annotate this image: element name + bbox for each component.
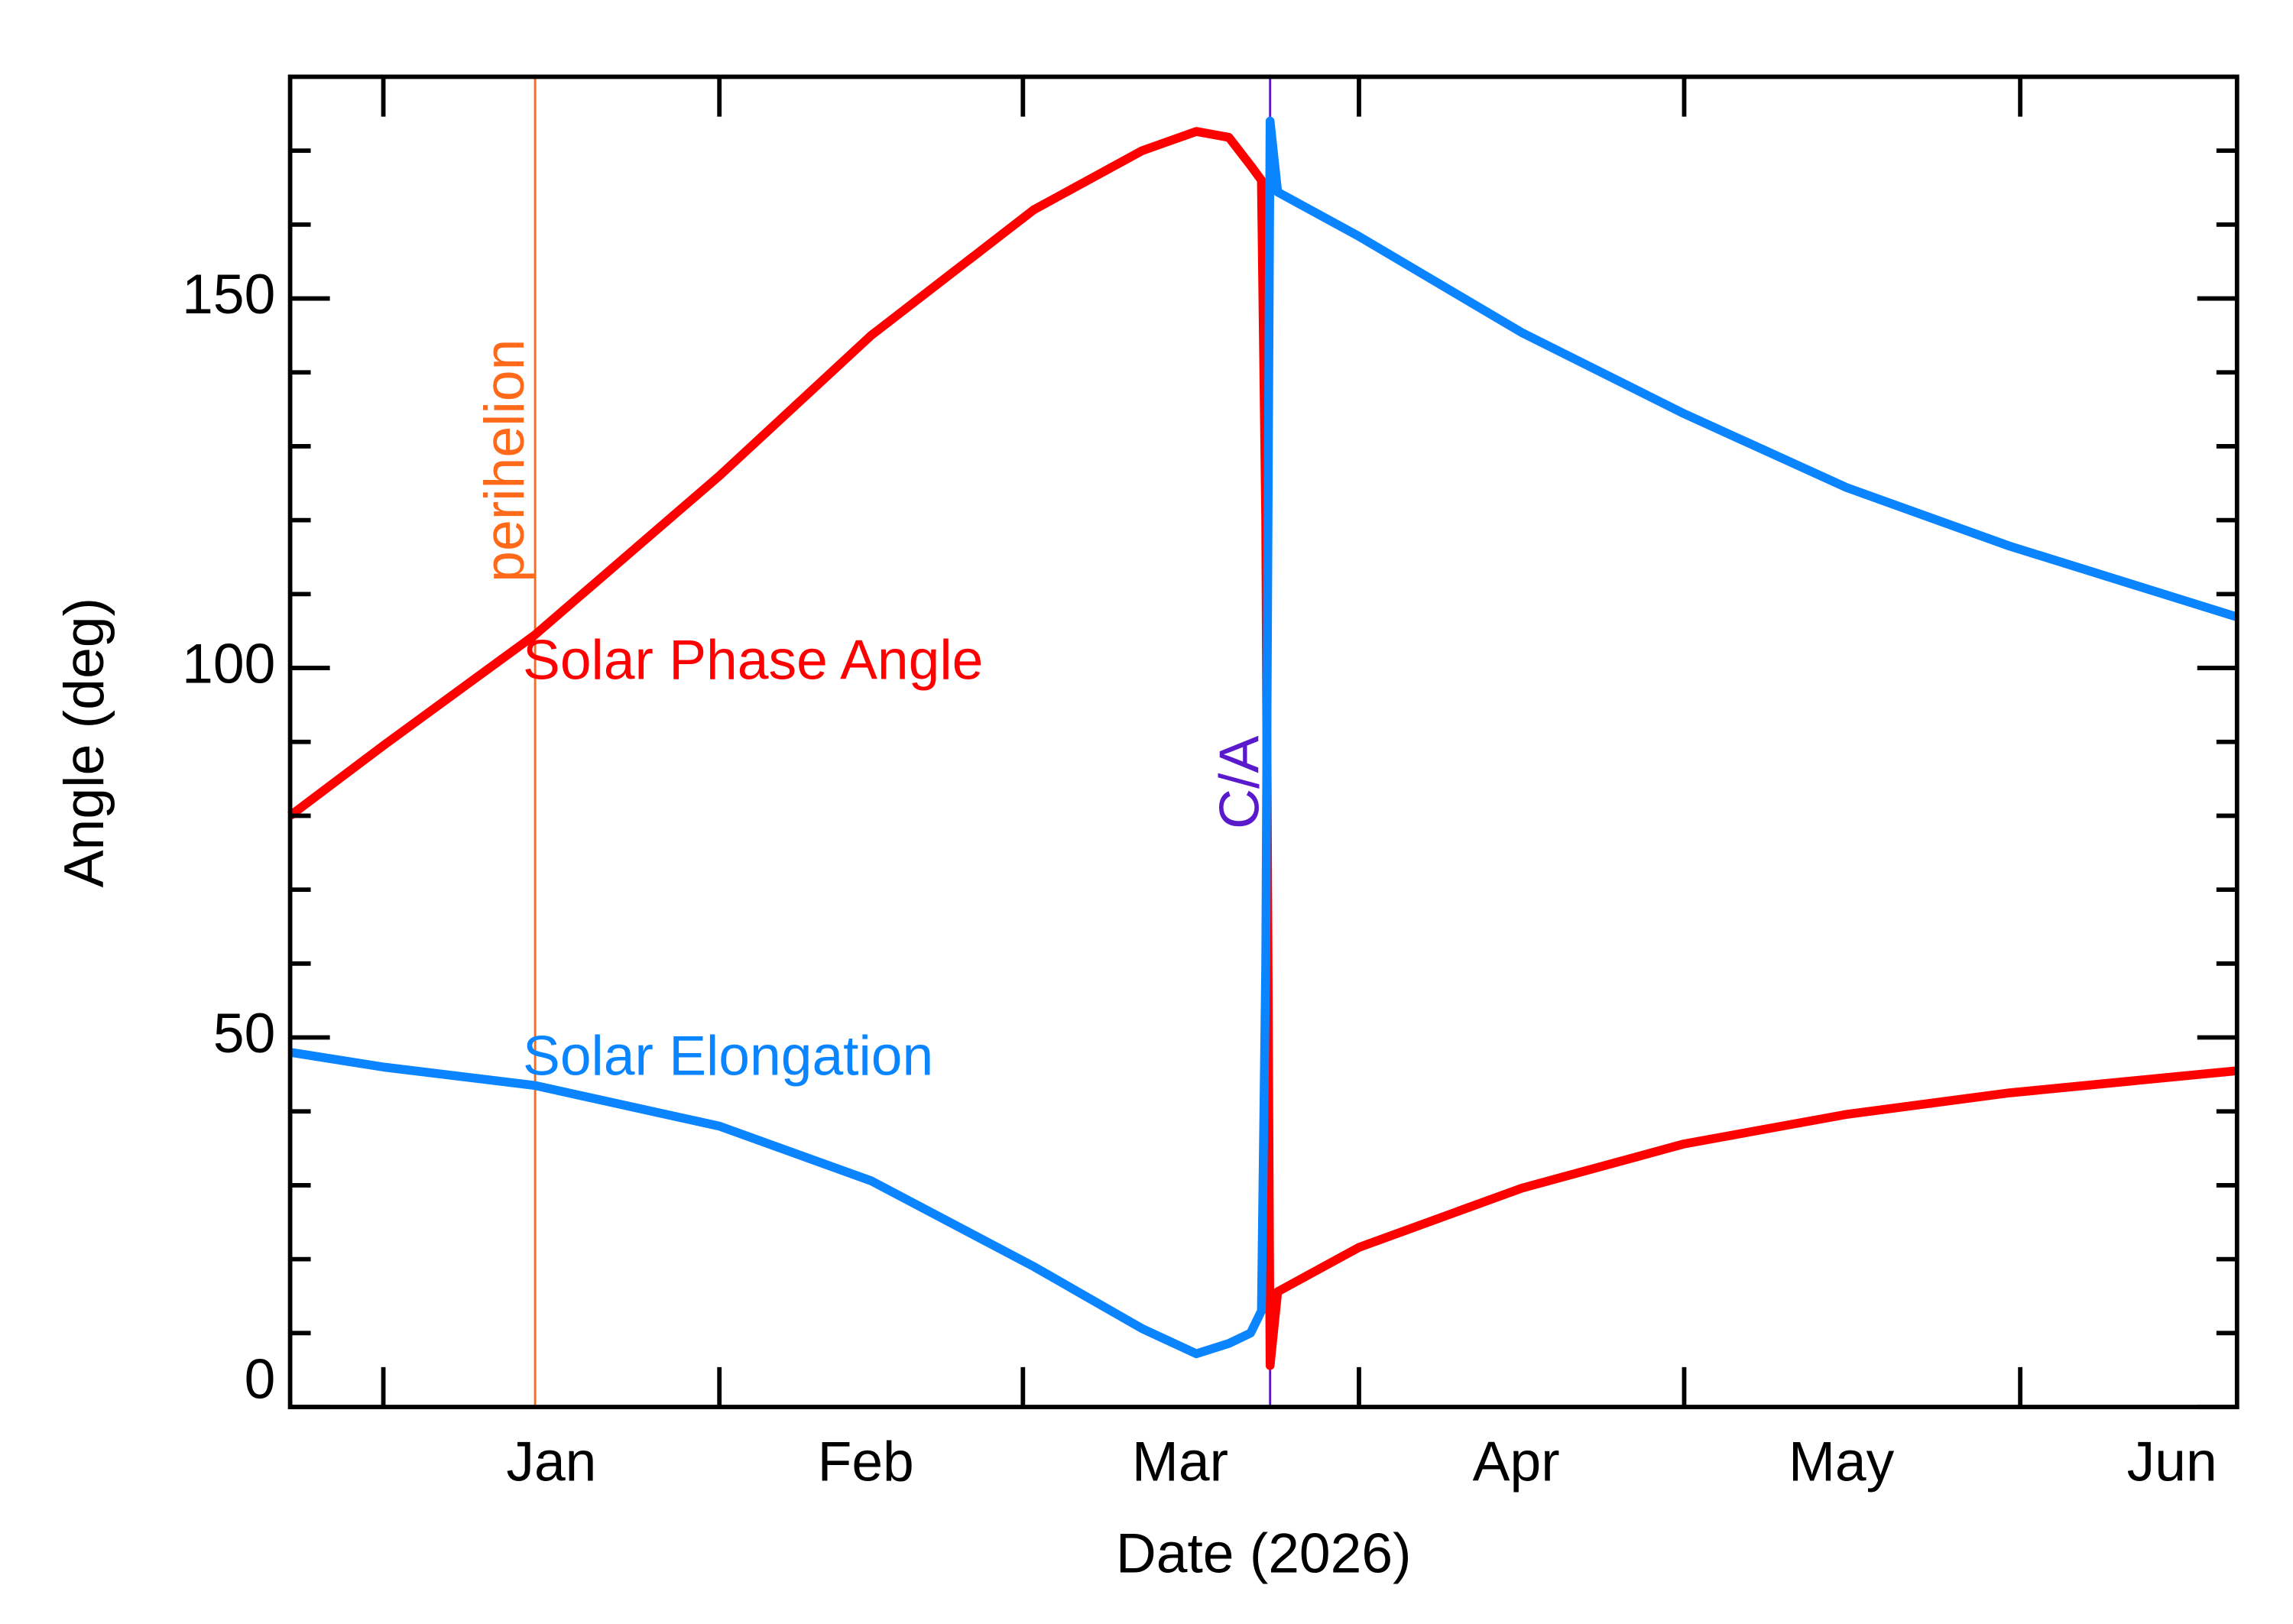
y-tick-label: 100	[182, 632, 275, 695]
series-line	[289, 116, 2239, 1359]
x-axis-label: Date (2026)	[1116, 1522, 1412, 1584]
x-tick-label: May	[1789, 1431, 1895, 1493]
x-tick-label: Jun	[2127, 1431, 2217, 1493]
series-label: Solar Phase Angle	[523, 629, 983, 692]
y-tick-label: 0	[245, 1347, 276, 1410]
y-axis-label: Angle (deg)	[53, 598, 115, 887]
series-line	[287, 127, 2238, 1370]
y-tick-label: 50	[213, 1002, 275, 1065]
y-tick-label: 150	[182, 263, 275, 326]
reference-label: perihelion	[473, 339, 536, 582]
x-tick-label: Mar	[1132, 1431, 1228, 1493]
x-tick-label: Jan	[506, 1431, 596, 1493]
x-tick-label: Apr	[1473, 1431, 1560, 1493]
series-label: Solar Elongation	[523, 1024, 933, 1087]
x-tick-label: Feb	[818, 1431, 914, 1493]
reference-label: C/A	[1208, 736, 1270, 829]
